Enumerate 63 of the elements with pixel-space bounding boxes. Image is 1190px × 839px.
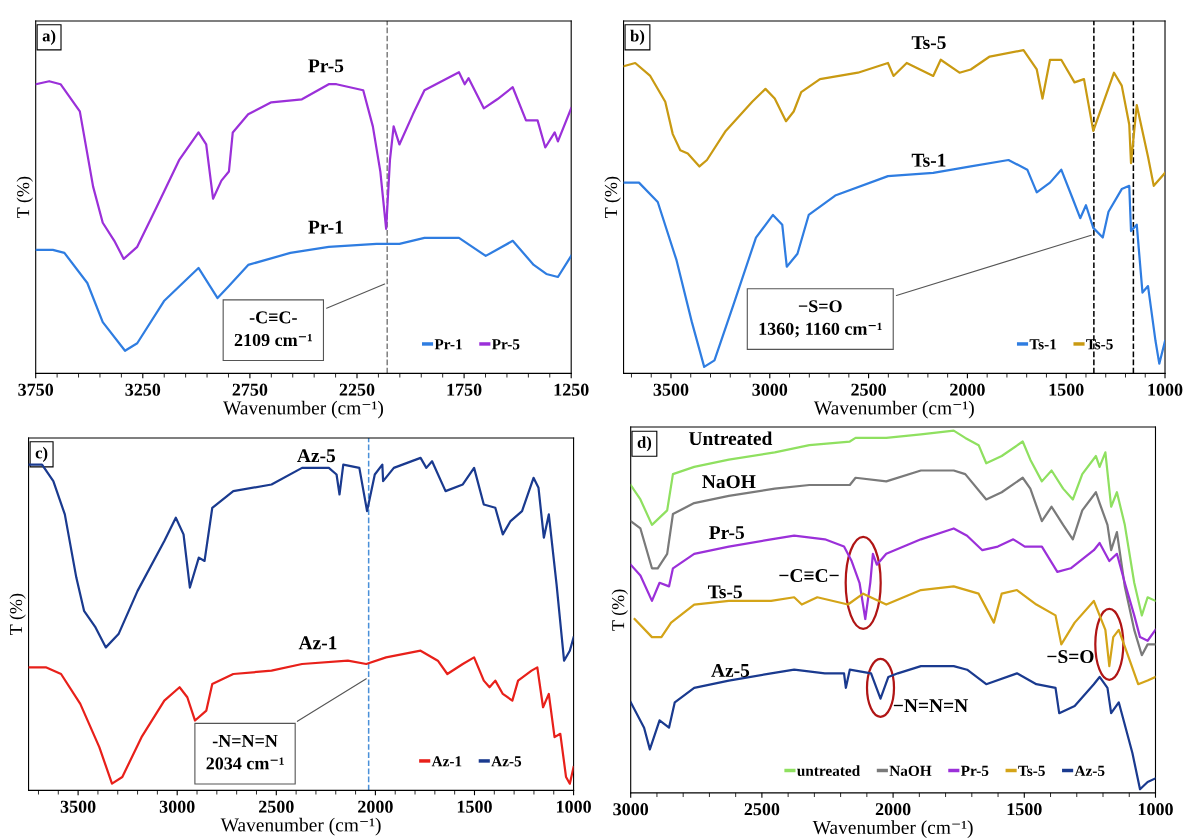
annotation: Az-5 [297, 449, 336, 463]
legend-label: Pr-1 [434, 339, 462, 350]
annotation: Pr-5 [308, 59, 344, 73]
x-tick-label: 3500 [60, 800, 96, 813]
y-axis-title: T (%) [16, 176, 33, 218]
legend-label: Az-5 [491, 756, 522, 767]
legend-label: NaOH [889, 765, 932, 776]
x-tick-label: 2500 [851, 383, 886, 396]
legend-label: untreated [797, 765, 861, 777]
y-axis-title: T (%) [9, 593, 26, 635]
x-tick-label: 1750 [447, 383, 482, 396]
legend-label: Az-5 [1074, 765, 1105, 776]
annotation: −S=O [1047, 650, 1094, 664]
x-axis-title: Wavenumber (cm⁻¹) [813, 400, 974, 419]
x-tick-label: 1500 [1007, 803, 1042, 816]
annotation: -N=N=N 2034 cm⁻¹ [206, 734, 284, 770]
annotation: −N=N=N [893, 699, 968, 712]
x-tick-label: 1000 [556, 800, 591, 813]
chart-title: c) [35, 446, 48, 462]
x-tick-label: 2000 [358, 800, 393, 813]
x-tick-label: 2250 [339, 383, 375, 396]
x-axis-title: Wavenumber (cm⁻¹) [220, 817, 381, 836]
annotation: Untreated [688, 431, 773, 446]
x-tick-label: 1500 [457, 800, 492, 813]
annotation: −S=O 1360; 1160 cm⁻¹ [759, 300, 882, 338]
legend-label: Pr-5 [960, 765, 989, 776]
annotation: Pr-5 [709, 526, 745, 540]
x-tick-label: 2500 [259, 800, 294, 813]
chart-title: d) [637, 436, 652, 452]
x-tick-label: 2750 [232, 383, 268, 396]
legend-label: Pr-5 [491, 339, 520, 350]
x-tick-label: 3250 [125, 383, 161, 396]
x-tick-label: 3000 [159, 800, 195, 813]
x-tick-label: 3000 [752, 383, 788, 396]
annotation: Pr-1 [308, 220, 343, 234]
x-tick-label: 2000 [950, 383, 985, 396]
x-tick-label: 3000 [613, 803, 649, 816]
x-tick-label: 1000 [1138, 803, 1173, 816]
x-axis-title: Wavenumber (cm⁻¹) [812, 820, 973, 838]
x-tick-label: 2500 [744, 803, 780, 816]
chart-title: a) [42, 29, 56, 45]
x-tick-label: 1500 [1049, 383, 1084, 396]
annotation: Az-5 [711, 663, 750, 678]
x-tick-label: 3500 [653, 383, 689, 396]
legend-label: Ts-1 [1029, 339, 1057, 350]
annotation: −C≡C− [779, 569, 839, 583]
x-tick-label: 1000 [1148, 383, 1183, 396]
legend-label: Ts-5 [1018, 765, 1045, 776]
annotation: NaOH [702, 475, 756, 489]
x-tick-label: 2000 [875, 803, 911, 816]
annotation: -C≡C- 2109 cm⁻¹ [234, 311, 312, 347]
legend-label: Ts-5 [1086, 339, 1113, 350]
x-axis-title: Wavenumber (cm⁻¹) [223, 400, 384, 419]
annotation: Ts-1 [911, 153, 946, 167]
x-tick-label: 3750 [18, 383, 54, 396]
y-axis-title: T (%) [604, 176, 621, 218]
annotation: Ts-5 [707, 585, 742, 599]
x-tick-label: 1250 [554, 383, 589, 396]
y-axis-title: T (%) [611, 589, 628, 631]
annotation: Az-1 [298, 636, 337, 650]
legend-label: Az-1 [431, 756, 462, 767]
chart-title: b) [630, 29, 645, 45]
text: Ts-5 [911, 36, 946, 50]
